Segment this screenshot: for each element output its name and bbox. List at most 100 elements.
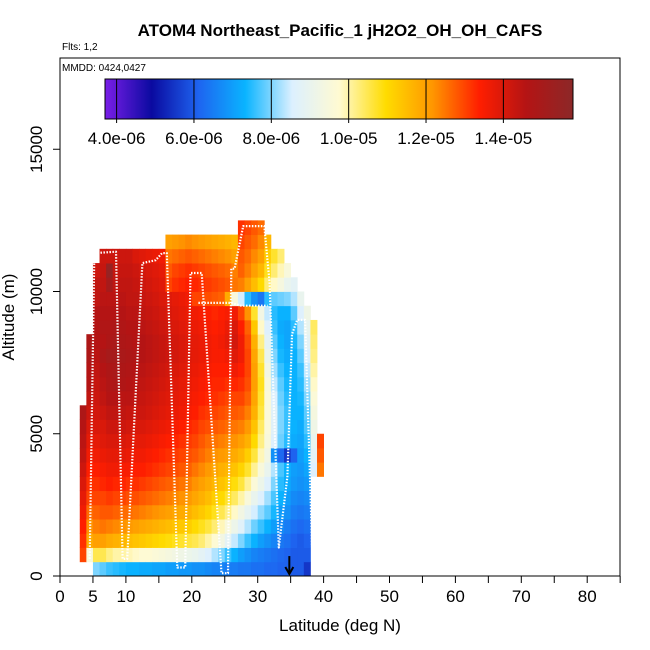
heatmap-cell (185, 319, 193, 335)
heatmap-cell (204, 419, 212, 435)
heatmap-cell (237, 234, 245, 250)
x-tick-label: 50 (380, 587, 399, 606)
colorbar-tick-label: 1.0e-05 (320, 129, 378, 148)
heatmap-cell (191, 447, 199, 463)
heatmap-cell (290, 405, 298, 420)
heatmap-cell (139, 476, 147, 492)
heatmap-cell (231, 462, 239, 477)
heatmap-cell (158, 519, 166, 534)
heatmap-cell (290, 291, 298, 307)
heatmap-cell (244, 462, 252, 477)
heatmap-cell (277, 504, 285, 520)
heatmap-cell (277, 291, 285, 307)
heatmap-cell (303, 391, 311, 406)
chart-title: ATOM4 Northeast_Pacific_1 jH2O2_OH_OH_CA… (138, 21, 543, 40)
heatmap-cell (264, 391, 272, 406)
heatmap-cell (99, 291, 107, 307)
heatmap-cell (191, 263, 199, 278)
heatmap-cell (257, 391, 265, 406)
heatmap-cell (99, 277, 107, 292)
heatmap-cell (284, 547, 292, 563)
heatmap-cell (191, 319, 199, 335)
heatmap-cell (112, 462, 120, 477)
heatmap-cell (277, 561, 285, 577)
heatmap-cell (310, 334, 318, 349)
heatmap-cell (303, 462, 311, 477)
heatmap-cell (172, 561, 180, 577)
flight-track-line (88, 225, 314, 575)
heatmap-cell (303, 447, 311, 463)
heatmap-cell (92, 348, 100, 364)
heatmap-cell (224, 348, 232, 364)
y-axis: 0 5000 10000 15000 (27, 126, 60, 581)
heatmap-cell (303, 561, 311, 577)
heatmap-cell (237, 376, 245, 392)
heatmap-cell (185, 433, 193, 449)
heatmap-cell (172, 291, 180, 307)
heatmap-cell (257, 234, 265, 250)
heatmap-cell (224, 462, 232, 477)
heatmap-cell (198, 319, 206, 335)
y-tick-label: 10000 (27, 268, 46, 315)
heatmap-cell (218, 376, 226, 392)
heatmap-cell (99, 504, 107, 520)
heatmap-cell (125, 561, 133, 577)
heatmap-cell (119, 490, 127, 506)
heatmap-cell (290, 476, 298, 492)
heatmap-cell (132, 277, 140, 292)
heatmap-cell (152, 476, 160, 492)
heatmap-cell (158, 376, 166, 392)
heatmap-cell (257, 376, 265, 392)
heatmap-cell (145, 561, 153, 577)
heatmap-cell (257, 362, 265, 378)
heatmap-cell (310, 348, 318, 364)
heatmap-cell (132, 433, 140, 449)
marker-layer (284, 556, 295, 577)
heatmap-cell (139, 433, 147, 449)
heatmap-cell (92, 433, 100, 449)
heatmap-cell (165, 277, 173, 292)
heatmap-cell (165, 561, 173, 577)
heatmap-cell (86, 362, 94, 378)
heatmap-cell (158, 362, 166, 378)
heatmap-cell (297, 376, 305, 392)
heatmap-cell (257, 277, 265, 292)
heatmap-cell (277, 433, 285, 449)
heatmap-cell (198, 433, 206, 449)
heatmap-cell (178, 447, 186, 463)
heatmap-cell (125, 533, 133, 548)
heatmap-cell (224, 305, 232, 321)
heatmap-cell (264, 362, 272, 378)
heatmap-cell (218, 319, 226, 335)
heatmap-cell (106, 533, 114, 548)
heatmap-cell (237, 447, 245, 463)
x-tick-label: 60 (446, 587, 465, 606)
heatmap-cell (112, 334, 120, 349)
heatmap-cell (204, 547, 212, 563)
heatmap-cell (244, 263, 252, 278)
heatmap-cell (191, 234, 199, 250)
heatmap-cell (86, 334, 94, 349)
heatmap-cell (270, 561, 278, 577)
heatmap-cell (185, 234, 193, 250)
heatmap-cell (218, 348, 226, 364)
heatmap-cell (185, 504, 193, 520)
heatmap-cell (224, 263, 232, 278)
x-tick-label: 5 (88, 587, 97, 606)
heatmap-cell (284, 405, 292, 420)
heatmap-cell (125, 277, 133, 292)
heatmap-cell (172, 319, 180, 335)
heatmap-cell (191, 348, 199, 364)
heatmap-cell (178, 462, 186, 477)
heatmap-cell (99, 319, 107, 335)
heatmap-cell (231, 490, 239, 506)
heatmap-cell (231, 533, 239, 548)
heatmap-cell (172, 405, 180, 420)
heatmap-cell (198, 419, 206, 435)
heatmap-cell (172, 348, 180, 364)
heatmap-cell (310, 447, 318, 463)
heatmap-cell (264, 348, 272, 364)
heatmap-cell (158, 476, 166, 492)
heatmap-cell (211, 391, 219, 406)
heatmap-cell (125, 433, 133, 449)
